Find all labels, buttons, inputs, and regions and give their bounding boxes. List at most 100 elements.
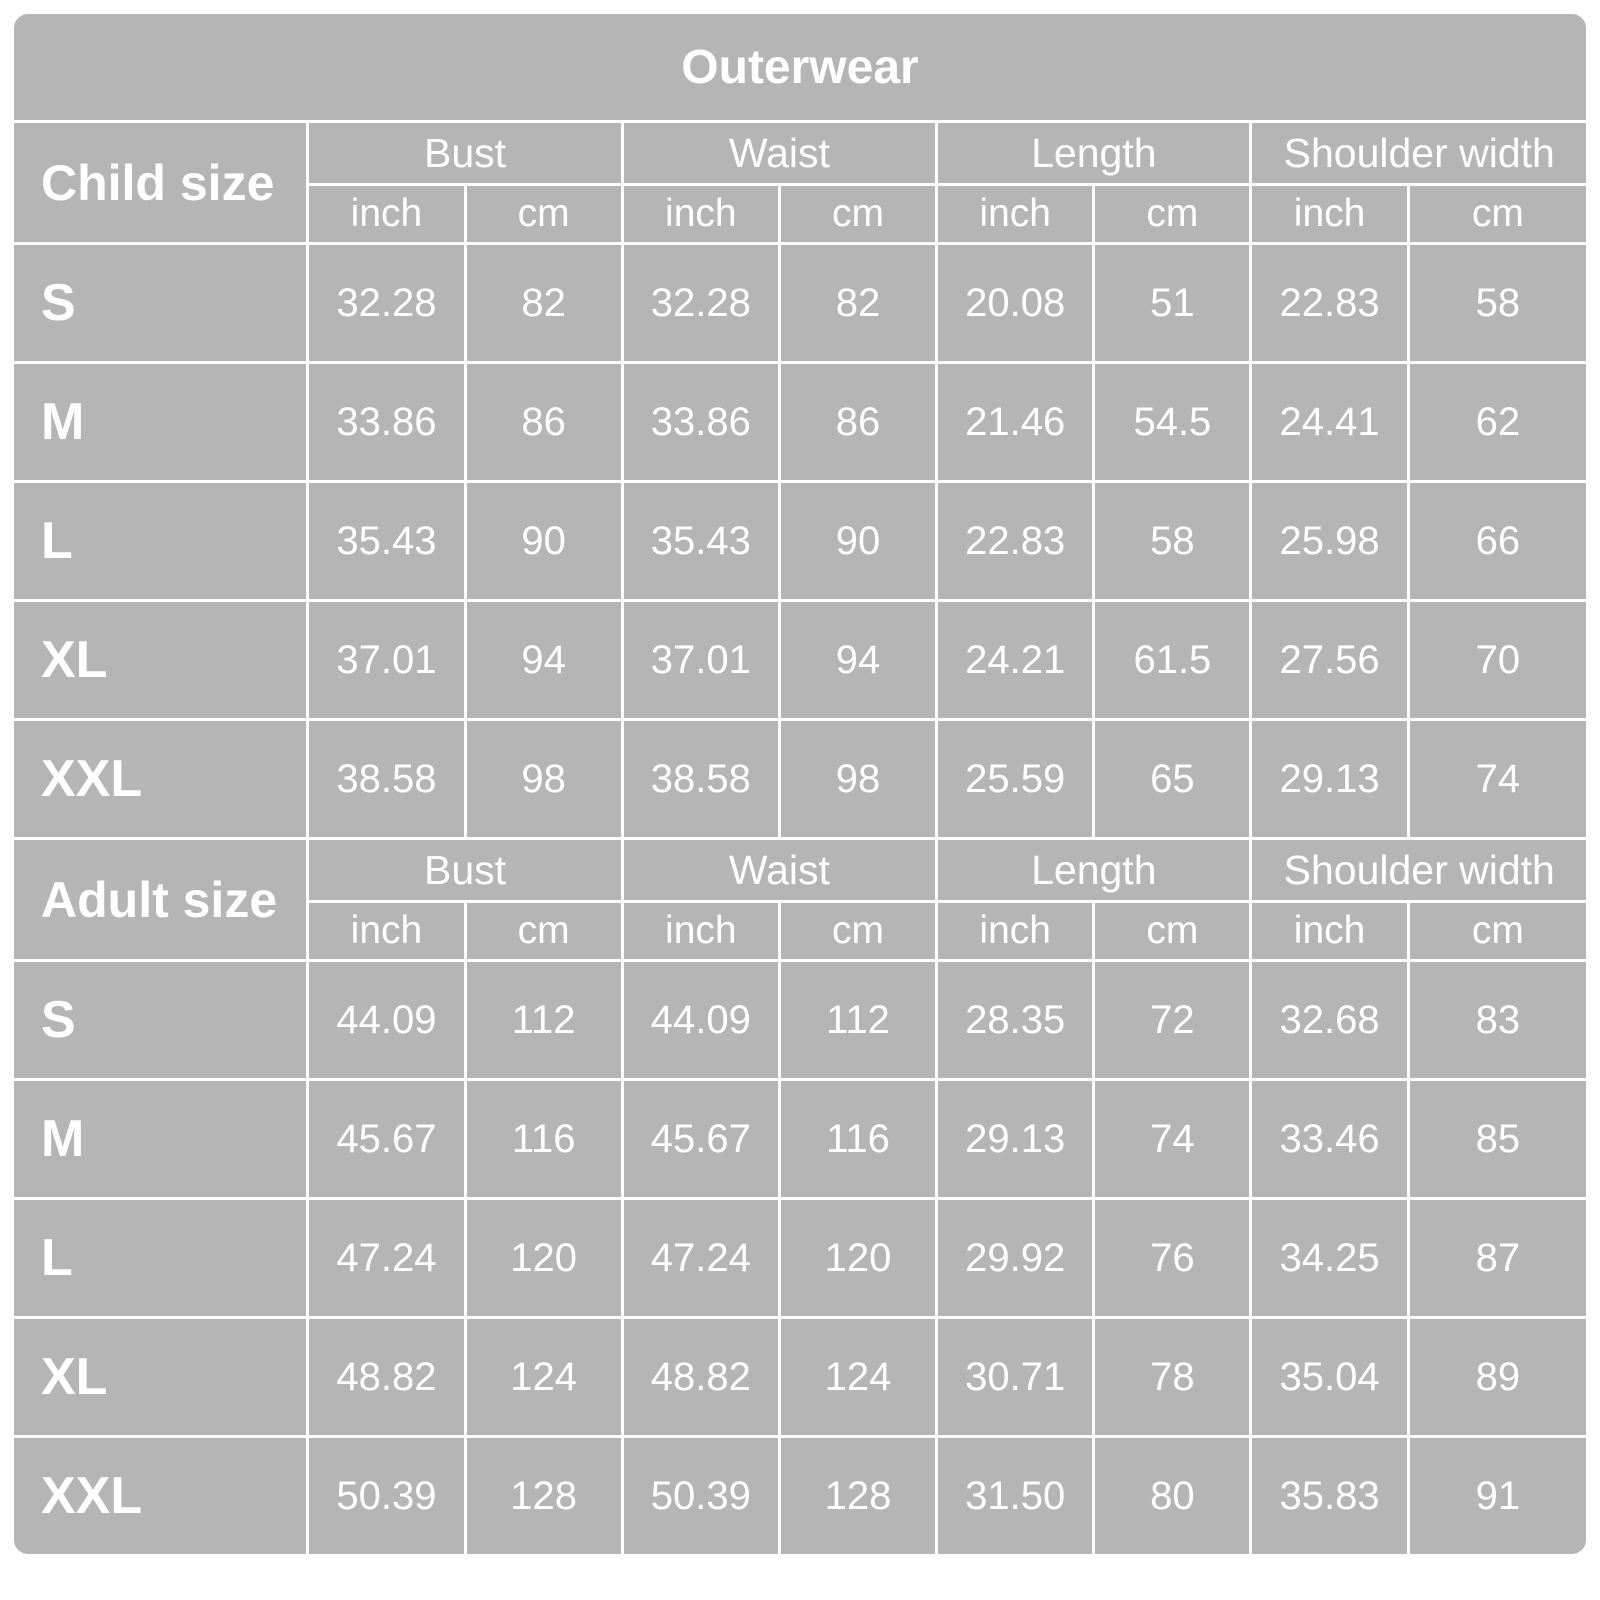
measurement-value: 24.41 bbox=[1252, 364, 1407, 480]
section-header-row: Child size Bust Waist Length Shoulder width bbox=[14, 123, 1586, 242]
size-label: S bbox=[14, 245, 307, 361]
unit-header: inch bbox=[623, 186, 778, 242]
measurement-value: 128 bbox=[780, 1438, 936, 1554]
measurement-value: 33.46 bbox=[1252, 1081, 1407, 1197]
measurement-value: 74 bbox=[1409, 721, 1586, 837]
measurement-value: 70 bbox=[1409, 602, 1586, 718]
unit-header: inch bbox=[309, 903, 464, 959]
measurement-value: 58 bbox=[1095, 483, 1250, 599]
section-label: Child size bbox=[14, 123, 307, 242]
measurement-value: 116 bbox=[466, 1081, 621, 1197]
measurement-value: 120 bbox=[466, 1200, 621, 1316]
measurement-value: 91 bbox=[1409, 1438, 1586, 1554]
table-row: XL 48.82 124 48.82 124 30.71 78 35.04 89 bbox=[14, 1319, 1586, 1435]
measurement-value: 51 bbox=[1095, 245, 1250, 361]
size-chart-table: Outerwear Child size Bust Waist Length Shoul… bbox=[11, 11, 1589, 1557]
size-label: XL bbox=[14, 1319, 307, 1435]
measurement-value: 78 bbox=[1095, 1319, 1250, 1435]
column-group-header: Waist bbox=[623, 840, 936, 900]
table-row: XXL 38.58 98 38.58 98 25.59 65 29.13 74 bbox=[14, 721, 1586, 837]
size-label: L bbox=[14, 483, 307, 599]
measurement-value: 27.56 bbox=[1252, 602, 1407, 718]
measurement-value: 82 bbox=[466, 245, 621, 361]
measurement-value: 47.24 bbox=[623, 1200, 778, 1316]
measurement-value: 29.92 bbox=[938, 1200, 1093, 1316]
unit-header: inch bbox=[938, 186, 1093, 242]
unit-header-row: inch cm inch cm inch cm inch cm bbox=[14, 186, 1586, 242]
measurement-value: 61.5 bbox=[1095, 602, 1250, 718]
measurement-value: 37.01 bbox=[623, 602, 778, 718]
measurement-value: 22.83 bbox=[1252, 245, 1407, 361]
measurement-value: 31.50 bbox=[938, 1438, 1093, 1554]
measurement-value: 128 bbox=[466, 1438, 621, 1554]
measurement-value: 80 bbox=[1095, 1438, 1250, 1554]
column-group-header: Shoulder width bbox=[1252, 840, 1586, 900]
measurement-value: 50.39 bbox=[623, 1438, 778, 1554]
column-group-header: Bust bbox=[309, 840, 621, 900]
measurement-value: 87 bbox=[1409, 1200, 1586, 1316]
table-row: XL 37.01 94 37.01 94 24.21 61.5 27.56 70 bbox=[14, 602, 1586, 718]
measurement-value: 34.25 bbox=[1252, 1200, 1407, 1316]
measurement-value: 29.13 bbox=[938, 1081, 1093, 1197]
measurement-value: 20.08 bbox=[938, 245, 1093, 361]
measurement-value: 50.39 bbox=[309, 1438, 464, 1554]
table-row: S 44.09 112 44.09 112 28.35 72 32.68 83 bbox=[14, 962, 1586, 1078]
measurement-value: 38.58 bbox=[623, 721, 778, 837]
table-row: XXL 50.39 128 50.39 128 31.50 80 35.83 91 bbox=[14, 1438, 1586, 1554]
measurement-value: 33.86 bbox=[309, 364, 464, 480]
unit-header: cm bbox=[1095, 903, 1250, 959]
measurement-value: 112 bbox=[466, 962, 621, 1078]
size-label: M bbox=[14, 364, 307, 480]
measurement-value: 82 bbox=[780, 245, 936, 361]
unit-header: cm bbox=[1409, 186, 1586, 242]
unit-header: inch bbox=[309, 186, 464, 242]
column-group-header: Bust bbox=[309, 123, 621, 183]
measurement-value: 85 bbox=[1409, 1081, 1586, 1197]
unit-header: inch bbox=[623, 903, 778, 959]
measurement-value: 44.09 bbox=[623, 962, 778, 1078]
measurement-value: 45.67 bbox=[309, 1081, 464, 1197]
size-label: XXL bbox=[14, 1438, 307, 1554]
measurement-value: 74 bbox=[1095, 1081, 1250, 1197]
measurement-value: 65 bbox=[1095, 721, 1250, 837]
column-group-header: Shoulder width bbox=[1252, 123, 1586, 183]
measurement-value: 120 bbox=[780, 1200, 936, 1316]
measurement-value: 112 bbox=[780, 962, 936, 1078]
table-row: S 32.28 82 32.28 82 20.08 51 22.83 58 bbox=[14, 245, 1586, 361]
measurement-value: 32.68 bbox=[1252, 962, 1407, 1078]
section-label: Adult size bbox=[14, 840, 307, 959]
measurement-value: 33.86 bbox=[623, 364, 778, 480]
measurement-value: 89 bbox=[1409, 1319, 1586, 1435]
measurement-value: 94 bbox=[780, 602, 936, 718]
measurement-value: 28.35 bbox=[938, 962, 1093, 1078]
measurement-value: 124 bbox=[466, 1319, 621, 1435]
column-group-header: Length bbox=[938, 123, 1250, 183]
measurement-value: 47.24 bbox=[309, 1200, 464, 1316]
measurement-value: 25.59 bbox=[938, 721, 1093, 837]
unit-header: cm bbox=[1409, 903, 1586, 959]
measurement-value: 72 bbox=[1095, 962, 1250, 1078]
title-row: Outerwear bbox=[14, 14, 1586, 120]
size-label: M bbox=[14, 1081, 307, 1197]
measurement-value: 94 bbox=[466, 602, 621, 718]
measurement-value: 90 bbox=[466, 483, 621, 599]
measurement-value: 124 bbox=[780, 1319, 936, 1435]
table-row: M 33.86 86 33.86 86 21.46 54.5 24.41 62 bbox=[14, 364, 1586, 480]
measurement-value: 86 bbox=[780, 364, 936, 480]
measurement-value: 32.28 bbox=[309, 245, 464, 361]
size-label: S bbox=[14, 962, 307, 1078]
measurement-value: 35.04 bbox=[1252, 1319, 1407, 1435]
measurement-value: 76 bbox=[1095, 1200, 1250, 1316]
measurement-value: 54.5 bbox=[1095, 364, 1250, 480]
measurement-value: 35.83 bbox=[1252, 1438, 1407, 1554]
column-group-header: Length bbox=[938, 840, 1250, 900]
size-label: XL bbox=[14, 602, 307, 718]
measurement-value: 44.09 bbox=[309, 962, 464, 1078]
measurement-value: 45.67 bbox=[623, 1081, 778, 1197]
measurement-value: 62 bbox=[1409, 364, 1586, 480]
measurement-value: 37.01 bbox=[309, 602, 464, 718]
unit-header: inch bbox=[1252, 186, 1407, 242]
measurement-value: 29.13 bbox=[1252, 721, 1407, 837]
